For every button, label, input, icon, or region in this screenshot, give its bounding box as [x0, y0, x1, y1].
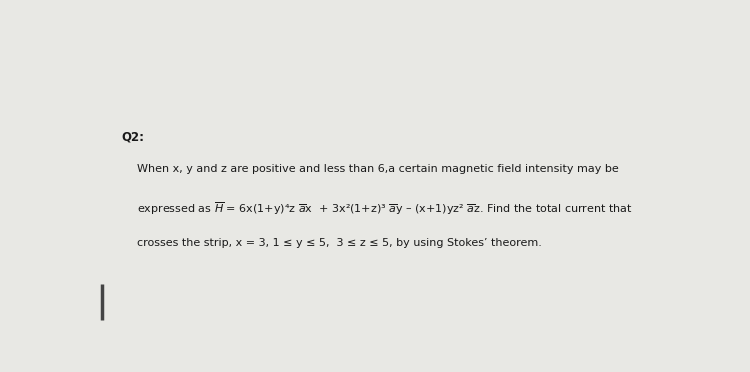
- Text: When x, y and z are positive and less than 6,a certain magnetic field intensity : When x, y and z are positive and less th…: [137, 164, 619, 173]
- Text: crosses the strip, x = 3, 1 ≤ y ≤ 5,  3 ≤ z ≤ 5, by using Stokes’ theorem.: crosses the strip, x = 3, 1 ≤ y ≤ 5, 3 ≤…: [137, 238, 542, 248]
- Text: Q2:: Q2:: [122, 131, 145, 144]
- Text: expressed as $\overline{H}$ = 6x(1+y)⁴z $\overline{a}$x  + 3x²(1+z)³ $\overline{: expressed as $\overline{H}$ = 6x(1+y)⁴z …: [137, 201, 633, 218]
